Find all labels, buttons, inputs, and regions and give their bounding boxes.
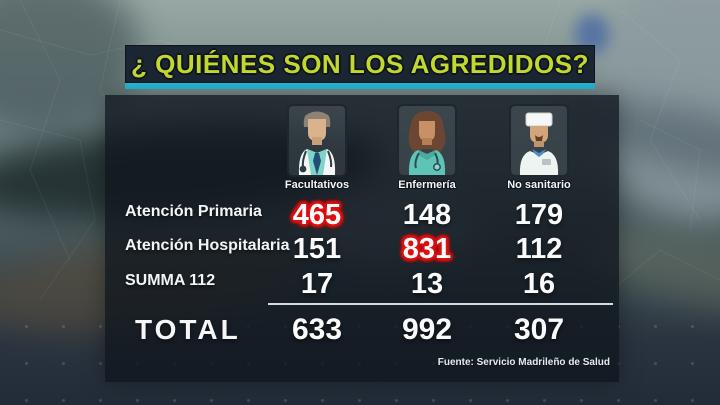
total-cell: 633 — [291, 313, 343, 346]
data-panel: Facultativos Enfermería No sanitario Ate… — [105, 95, 619, 382]
column-header-facultativos: Facultativos — [284, 179, 350, 191]
table-cell: 151 — [292, 233, 342, 265]
table-cell: 831 — [402, 233, 452, 265]
table-cell: 16 — [522, 268, 556, 300]
table-cell: 148 — [402, 199, 452, 231]
column-header-enfermeria: Enfermería — [398, 179, 456, 191]
doctor-icon — [287, 104, 347, 177]
total-cell: 992 — [401, 313, 453, 346]
table-cell: 465 — [292, 199, 342, 231]
column-header-no-sanitario: No sanitario — [507, 179, 571, 191]
nurse-icon — [397, 104, 457, 177]
headline-bar: ¿ QUIÉNES SON LOS AGREDIDOS? — [125, 45, 595, 83]
headline-cyan-underline — [125, 83, 595, 89]
table-cell: 179 — [514, 199, 564, 231]
table-cell: 17 — [300, 268, 334, 300]
table-cell: 112 — [515, 233, 563, 265]
source-attribution: Fuente: Servicio Madrileño de Salud — [437, 357, 610, 368]
non-sanitary-worker-icon — [509, 104, 569, 177]
row-label-atencion-primaria: Atención Primaria — [125, 203, 262, 220]
total-separator-line — [268, 303, 613, 305]
total-label: TOTAL — [135, 314, 241, 345]
row-label-atencion-hospitalaria: Atención Hospitalaria — [125, 237, 290, 254]
headline-text: ¿ QUIÉNES SON LOS AGREDIDOS? — [131, 48, 589, 79]
total-cell: 307 — [513, 313, 565, 346]
table-cell: 13 — [410, 268, 444, 300]
row-label-summa-112: SUMMA 112 — [125, 272, 216, 289]
